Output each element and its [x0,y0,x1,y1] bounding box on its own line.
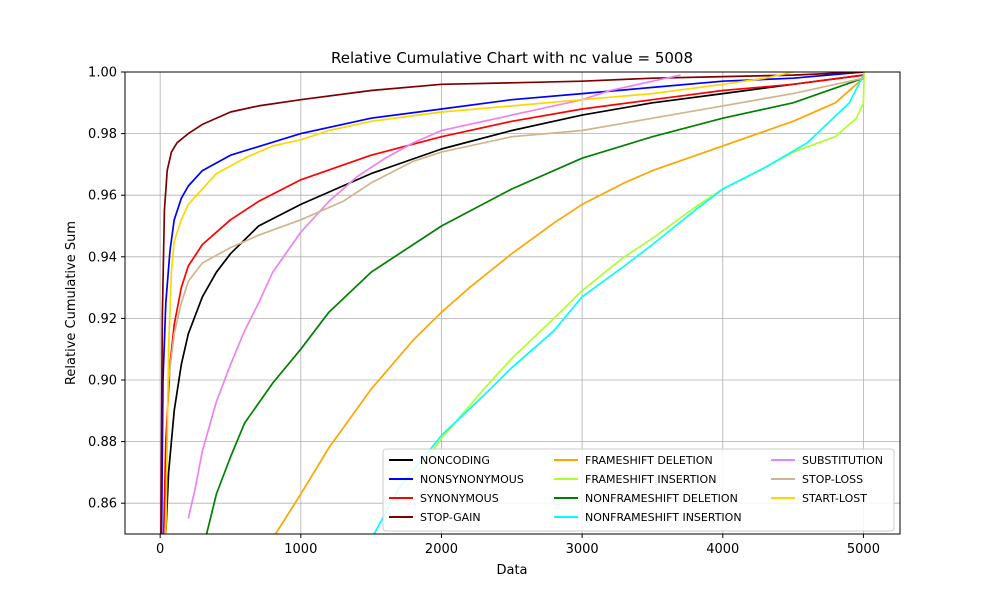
y-tick-label: 0.96 [88,189,117,204]
legend-label-nonsynonymous: NONSYNONYMOUS [420,473,524,486]
legend-label-stop-loss: STOP-LOSS [802,473,863,486]
y-tick-label: 0.90 [88,374,117,389]
series-line-nonsynonymous [160,72,864,534]
x-tick-label: 1000 [284,542,317,557]
y-tick-label: 0.98 [88,127,117,142]
x-tick-label: 5000 [847,542,880,557]
legend-label-frameshift-deletion: FRAMESHIFT DELETION [585,454,713,467]
series-line-nonframeshift-deletion [205,77,864,534]
y-axis-label: Relative Cumulative Sum [64,221,79,385]
legend-label-stop-gain: STOP-GAIN [420,511,481,524]
chart-title: Relative Cumulative Chart with nc value … [331,49,693,67]
plot-frame [124,71,901,535]
x-tick-label: 4000 [706,542,739,557]
y-tick-label: 1.00 [88,66,117,81]
series-line-stop-gain [160,72,864,534]
y-tick-label: 0.88 [88,435,117,450]
series-line-start-lost [164,72,794,534]
legend-label-start-lost: START-LOST [802,492,867,505]
series-line-stop-loss [167,77,864,381]
axis-ticks: 0 1000 2000 3000 4000 5000 0.86 0.88 0.90 0.92 0.9… [88,66,880,558]
series-line-synonymous [162,74,864,534]
legend-label-synonymous: SYNONYMOUS [420,492,499,505]
series-line-nonframeshift-insertion [373,74,865,534]
x-tick-label: 0 [156,542,164,557]
x-axis-label: Data [496,563,527,578]
y-tick-label: 0.92 [88,312,117,327]
series-line-frameshift-deletion [274,77,864,534]
plot-series [160,72,865,534]
legend-label-noncoding: NONCODING [420,454,490,467]
legend-label-nonframeshift-insertion: NONFRAMESHIFT INSERTION [585,511,742,524]
x-tick-label: 3000 [566,542,599,557]
series-line-noncoding [164,74,864,534]
series-line-frameshift-insertion [405,72,865,489]
legend-label-nonframeshift-deletion: NONFRAMESHIFT DELETION [585,492,738,505]
y-tick-label: 0.94 [88,250,117,265]
y-tick-label: 0.86 [88,497,117,512]
legend: NONCODING NONSYNONYMOUS SYNONYMOUS STOP-GAI… [382,448,895,532]
x-tick-label: 2000 [425,542,458,557]
legend-label-substitution: SUBSTITUTION [802,454,883,467]
legend-label-frameshift-insertion: FRAMESHIFT INSERTION [585,473,716,486]
legend-box [382,448,895,532]
